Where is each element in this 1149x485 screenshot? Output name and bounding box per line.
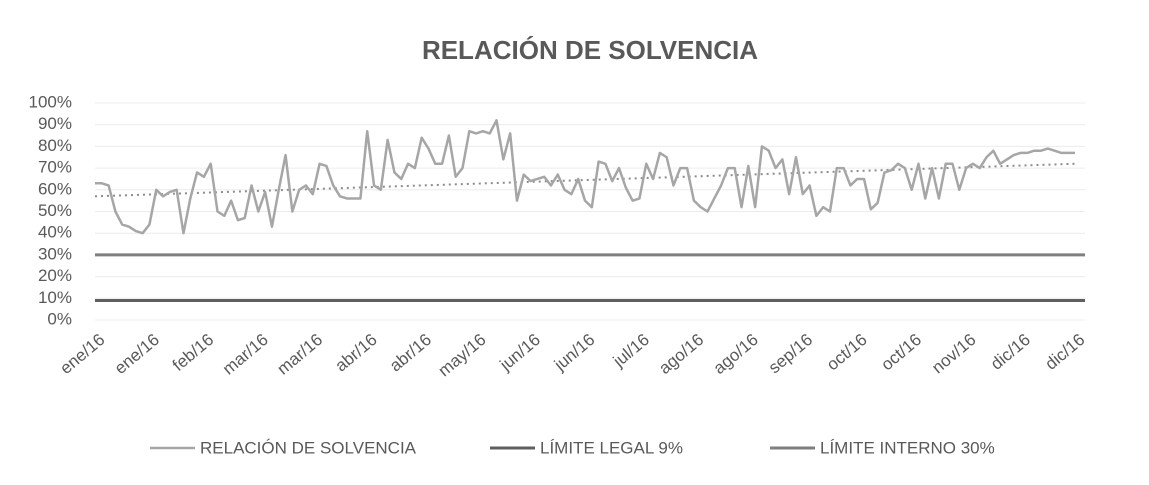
x-tick-label: dic/16 bbox=[1041, 330, 1088, 374]
y-tick-label: 60% bbox=[38, 179, 72, 198]
x-tick-label: dic/16 bbox=[987, 330, 1034, 374]
series-line bbox=[95, 119, 1075, 235]
x-tick-label: ago/16 bbox=[655, 330, 707, 378]
x-tick-label: nov/16 bbox=[928, 330, 979, 377]
x-tick-label: jun/16 bbox=[550, 330, 598, 375]
legend-label: RELACIÓN DE SOLVENCIA bbox=[200, 438, 417, 457]
y-tick-label: 20% bbox=[38, 266, 72, 285]
x-tick-label: feb/16 bbox=[169, 330, 217, 375]
legend-label: LÍMITE LEGAL 9% bbox=[540, 438, 683, 457]
y-tick-label: 50% bbox=[38, 201, 72, 220]
y-tick-label: 100% bbox=[29, 92, 72, 111]
x-tick-label: may/16 bbox=[435, 330, 490, 380]
x-tick-label: abr/16 bbox=[386, 330, 435, 376]
y-tick-label: 70% bbox=[38, 158, 72, 177]
y-tick-label: 0% bbox=[47, 309, 72, 328]
trend-line bbox=[94, 162, 1076, 198]
chart-title: RELACIÓN DE SOLVENCIA bbox=[422, 35, 758, 65]
x-tick-label: sep/16 bbox=[765, 330, 816, 377]
legend-label: LÍMITE INTERNO 30% bbox=[820, 438, 995, 457]
x-tick-label: ene/16 bbox=[56, 330, 108, 378]
y-tick-label: 80% bbox=[38, 136, 72, 155]
x-tick-label: abr/16 bbox=[332, 330, 381, 376]
x-tick-label: jun/16 bbox=[496, 330, 544, 375]
y-tick-label: 30% bbox=[38, 244, 72, 263]
x-tick-label: oct/16 bbox=[877, 330, 925, 374]
y-tick-label: 90% bbox=[38, 114, 72, 133]
x-tick-label: jul/16 bbox=[609, 330, 653, 371]
y-tick-label: 40% bbox=[38, 223, 72, 242]
x-tick-label: mar/16 bbox=[219, 330, 272, 379]
x-tick-label: mar/16 bbox=[273, 330, 326, 379]
x-tick-label: ene/16 bbox=[111, 330, 163, 378]
x-tick-label: oct/16 bbox=[823, 330, 871, 374]
y-tick-label: 10% bbox=[38, 288, 72, 307]
x-tick-label: ago/16 bbox=[710, 330, 762, 378]
